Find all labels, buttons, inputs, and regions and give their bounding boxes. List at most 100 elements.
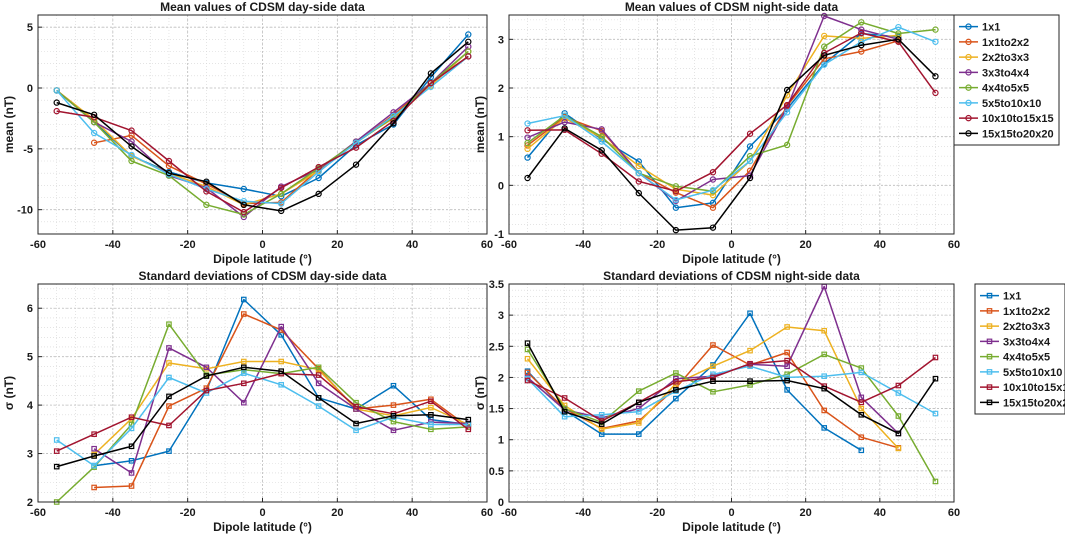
data-point (709, 224, 717, 231)
data-point (710, 378, 716, 384)
data-point (390, 120, 397, 127)
data-point (932, 375, 939, 382)
x-tick-label: 60 (948, 239, 960, 251)
legend-label: 1x1 (982, 22, 1000, 34)
data-point (784, 374, 790, 381)
y-tick-label: 2 (498, 83, 504, 95)
data-point (524, 120, 531, 127)
data-point (278, 184, 285, 191)
data-point (53, 87, 60, 94)
legend-item: 4x4to5x5 (959, 83, 1029, 95)
data-point (561, 408, 568, 415)
legend-item: 15x15to20x20 (959, 128, 1054, 140)
data-point (465, 416, 472, 423)
data-point (784, 371, 790, 378)
data-point (821, 327, 828, 334)
data-point (932, 73, 939, 80)
data-point (428, 404, 434, 411)
data-point (821, 12, 828, 20)
data-point (561, 395, 568, 401)
x-tick-label: 20 (331, 239, 343, 251)
x-tick-label: 40 (406, 239, 418, 251)
legend-item: 15x15to20x20 (980, 397, 1065, 409)
data-point (673, 387, 679, 393)
data-point (932, 478, 939, 485)
data-point (635, 169, 642, 177)
series-line (526, 38, 937, 231)
data-point (278, 323, 285, 330)
data-point (465, 426, 472, 433)
data-point (747, 382, 753, 388)
data-point (561, 118, 568, 126)
legend-swatch-marker (986, 338, 993, 345)
data-point (240, 296, 247, 303)
data-point (858, 399, 865, 406)
data-point (278, 200, 285, 207)
legend-box (953, 14, 1060, 146)
data-point (858, 29, 865, 37)
legend-label: 4x4to5x5 (982, 83, 1029, 95)
data-point (746, 157, 754, 165)
legend-item: 3x3to4x4 (959, 67, 1030, 79)
legend-swatch-marker (986, 353, 993, 360)
data-point (203, 387, 210, 394)
data-point (673, 378, 679, 385)
x-axis-label: Dipole latitude (°) (682, 252, 781, 266)
data-point (932, 26, 939, 33)
data-point (747, 360, 753, 367)
y-tick-label: 2.5 (489, 341, 504, 353)
chart-title: Mean values of CDSM night-side data (625, 0, 839, 14)
x-tick-label: -40 (575, 507, 591, 519)
data-point (128, 414, 135, 421)
data-point (203, 201, 210, 208)
legend-label: 3x3to4x4 (1003, 336, 1051, 348)
x-tick-label: 0 (728, 507, 734, 519)
data-point (746, 130, 754, 137)
data-point (598, 412, 605, 418)
x-axis-label: Dipole latitude (°) (213, 520, 312, 534)
y-tick-label: 3 (498, 34, 504, 46)
data-point (465, 53, 472, 60)
data-point (315, 380, 322, 387)
x-tick-label: 0 (259, 507, 265, 519)
data-point (390, 402, 397, 408)
y-tick-label: 0 (498, 497, 504, 509)
data-point (932, 410, 939, 417)
legend-swatch-marker (986, 323, 993, 329)
data-point (203, 178, 210, 185)
series-line (56, 372, 469, 452)
data-point (635, 420, 642, 426)
legend-label: 5x5to10x10 (982, 98, 1041, 110)
x-tick-label: -20 (649, 507, 665, 519)
data-point (672, 226, 680, 234)
series-line (94, 313, 469, 489)
data-point (91, 453, 97, 459)
data-point (166, 448, 172, 454)
data-point (278, 190, 285, 198)
data-point (673, 375, 679, 382)
data-point (783, 141, 791, 149)
series-15x15to20x20 (53, 38, 472, 215)
data-point (858, 41, 865, 49)
data-point (128, 443, 135, 450)
legend-label: 1x1 (1003, 291, 1021, 303)
data-point (784, 387, 790, 393)
x-tick-label: 20 (800, 239, 812, 251)
x-axis-label: Dipole latitude (°) (682, 520, 781, 534)
x-tick-label: 40 (406, 507, 418, 519)
data-point (598, 126, 605, 133)
data-point (128, 151, 135, 159)
legend-item: 1x1 (980, 291, 1021, 303)
chart-panel-4: -60 -40 -20 0 20 40 60 0 0.5 1 1.5 2 2.5 3 3.5 Standard… (473, 269, 1065, 534)
y-tick-label: -5 (23, 144, 33, 156)
data-point (524, 154, 531, 161)
data-point (465, 38, 472, 45)
data-point (240, 201, 247, 208)
data-point (672, 196, 680, 204)
x-tick-label: -40 (105, 239, 121, 251)
data-point (128, 470, 135, 476)
y-tick-label: 5 (27, 352, 33, 364)
data-point (166, 422, 172, 429)
legend-swatch-marker (986, 369, 993, 375)
data-point (635, 431, 642, 437)
